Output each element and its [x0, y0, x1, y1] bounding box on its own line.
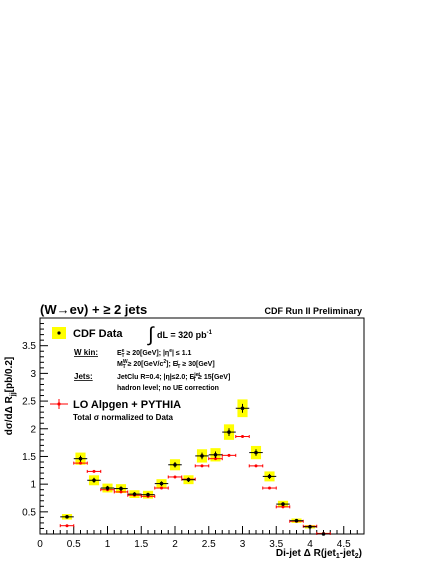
- mc-point: [119, 490, 123, 494]
- data-point: [321, 532, 326, 536]
- y-tick-label: 0.5: [22, 507, 36, 518]
- jets-label: Jets:: [74, 372, 93, 381]
- mc-point: [254, 464, 258, 468]
- mc-point: [92, 469, 96, 473]
- y-tick-label: 3.5: [22, 341, 36, 352]
- data-point: [65, 515, 69, 519]
- axis-ticks: 0 0.5 1 1.5 2 2.5 3 3.5 4 4.5 0.5 1 1.5 2 2.5 3 3.5: [22, 323, 365, 550]
- data-point: [294, 518, 299, 523]
- y-axis-label: dσ/dΔ Rjj[pb/0.2]: [4, 357, 17, 435]
- jets-line2: hadron level; no UE correction: [117, 385, 219, 392]
- mc-series: [59, 435, 331, 535]
- x-tick-label: 3: [240, 539, 246, 550]
- chart-title: (W→eν) + ≥ 2 jets: [40, 302, 147, 317]
- x-axis-label: Di-jet Δ R(jet1-jet2): [276, 548, 362, 560]
- data-point: [173, 462, 177, 467]
- jets-line1: JetClu R=0.4; |η|≤2.0; Ejet T ≥ 15[GeV]: [117, 372, 230, 383]
- x-tick-label: 1: [105, 539, 111, 550]
- x-tick-label: 1.5: [134, 539, 148, 550]
- integral-sign: ∫: [147, 324, 155, 346]
- mc-point: [227, 453, 231, 457]
- data-point: [200, 454, 204, 458]
- data-point: [227, 430, 231, 434]
- data-point: [105, 486, 110, 490]
- mc-point: [200, 464, 204, 468]
- mc-point: [268, 486, 271, 490]
- legend: CDF Data LO Alpgen + PYTHIA Total σ norm…: [50, 327, 181, 422]
- mc-point: [281, 505, 285, 509]
- x-tick-label: 3.5: [269, 539, 283, 550]
- x-tick-label: 0: [37, 539, 43, 550]
- data-point: [119, 486, 123, 491]
- data-point: [78, 456, 83, 461]
- wkin-line1: Ee T ≥ 20[GeV]; |ηe| ≤ 1.1: [117, 348, 192, 359]
- y-tick-label: 2.5: [22, 397, 36, 408]
- data-point: [267, 474, 272, 479]
- mc-point: [173, 475, 177, 479]
- wkin-line2: MW T ≥ 20[GeV/c2]; E̸T ≥ 30[GeV]: [117, 359, 215, 370]
- mc-point: [160, 486, 163, 490]
- data-point: [159, 481, 164, 486]
- legend-mc-label: LO Alpgen + PYTHIA: [73, 399, 181, 411]
- y-tick-label: 2: [30, 424, 36, 435]
- y-tick-label: 3: [30, 369, 36, 380]
- lumi-label: dL = 320 pb-1: [157, 330, 213, 340]
- data-point: [146, 492, 150, 497]
- data-point: [254, 450, 258, 455]
- x-tick-label: 4: [307, 539, 313, 550]
- data-point: [186, 477, 191, 482]
- mc-point: [79, 461, 82, 465]
- data-point: [281, 502, 285, 506]
- data-point: [240, 406, 245, 411]
- x-tick-label: 2: [172, 539, 178, 550]
- y-tick-label: 1.5: [22, 452, 36, 463]
- svg-text:Di-jet Δ R(jet1-jet2): Di-jet Δ R(jet1-jet2): [276, 548, 362, 560]
- mc-point: [214, 457, 217, 461]
- legend-mc-marker: [57, 402, 61, 406]
- x-tick-label: 4.5: [337, 539, 351, 550]
- legend-note: Total σ normalized to Data: [73, 413, 174, 422]
- data-series: [60, 403, 331, 536]
- data-point: [132, 492, 137, 496]
- y-tick-label: 1: [30, 480, 36, 491]
- legend-data-marker: [57, 331, 61, 335]
- annotations: ∫ dL = 320 pb-1 W kin: Ee T ≥ 20[GeV]; |η…: [74, 324, 230, 392]
- chart-subtitle: CDF Run II Preliminary: [264, 306, 362, 316]
- data-point: [92, 478, 96, 483]
- x-tick-label: 2.5: [202, 539, 216, 550]
- data-point: [308, 525, 312, 529]
- wkin-label: W kin:: [74, 348, 98, 357]
- legend-data-label: CDF Data: [73, 328, 123, 340]
- svg-text:dσ/dΔ Rjj[pb/0.2]: dσ/dΔ Rjj[pb/0.2]: [4, 357, 17, 435]
- x-tick-label: 0.5: [67, 539, 81, 550]
- data-point: [213, 453, 218, 457]
- mc-point: [65, 524, 69, 528]
- mc-point: [241, 435, 244, 439]
